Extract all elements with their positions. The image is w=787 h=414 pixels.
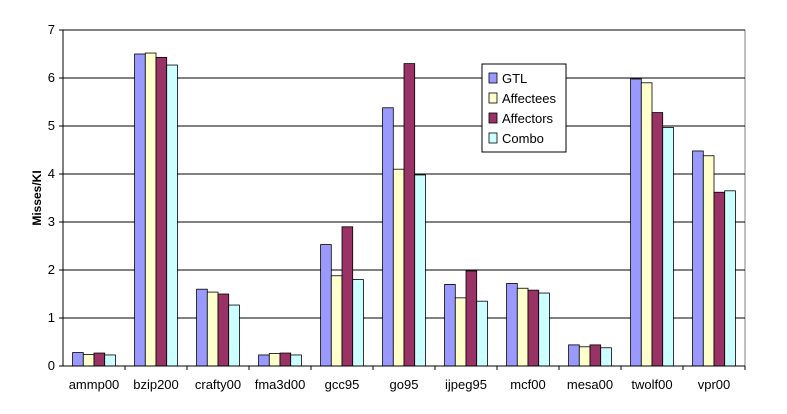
bar-combo-ijpeg95 xyxy=(476,300,488,367)
bar-affectees-crafty00 xyxy=(206,291,219,367)
bar-combo-bzip200 xyxy=(166,64,178,367)
bar-affectors-go95 xyxy=(403,63,416,367)
bar-gtl-go95 xyxy=(382,107,394,367)
bar-affectees-vpr00 xyxy=(702,155,715,367)
bar-combo-twolf00 xyxy=(662,127,674,367)
x-tick-label: ammp00 xyxy=(69,377,120,392)
bar-affectees-bzip200 xyxy=(144,52,157,367)
x-axis-tick-labels: ammp00 bzip200 crafty00 fma3d00 gcc95 go95 ijp… xyxy=(69,366,746,392)
x-tick-label: crafty00 xyxy=(195,377,241,392)
legend-label-gtl: GTL xyxy=(502,71,527,86)
bar-affectors-bzip200 xyxy=(155,56,168,367)
y-tick-label: 6 xyxy=(48,70,55,85)
bar-combo-gcc95 xyxy=(352,279,364,367)
legend-swatch-affectors xyxy=(488,112,498,124)
bar-affectees-ammp00 xyxy=(82,354,95,367)
bar-gtl-vpr00 xyxy=(692,150,704,367)
y-tick-label: 2 xyxy=(48,262,55,277)
x-tick-label: mcf00 xyxy=(510,377,545,392)
y-tick-label: 4 xyxy=(48,166,55,181)
y-tick-label: 1 xyxy=(48,310,55,325)
bar-combo-go95 xyxy=(414,174,426,367)
bar-gtl-ammp00 xyxy=(72,352,84,367)
y-tick-label: 5 xyxy=(48,118,55,133)
x-tick-label: go95 xyxy=(390,377,419,392)
bar-affectors-ijpeg95 xyxy=(465,270,478,367)
y-axis-tick-labels: 0 1 2 3 4 5 6 7 xyxy=(48,22,63,373)
x-tick-label: mesa00 xyxy=(567,377,613,392)
legend-swatch-combo xyxy=(488,132,498,144)
bar-gtl-ijpeg95 xyxy=(444,283,456,367)
y-axis-title: Misses/KI xyxy=(30,170,44,225)
x-tick-label: fma3d00 xyxy=(255,377,306,392)
bar-combo-mesa00 xyxy=(600,347,612,367)
bar-affectees-gcc95 xyxy=(330,275,343,367)
bar-combo-ammp00 xyxy=(104,354,116,367)
bar-gtl-fma3d00 xyxy=(258,354,270,367)
y-tick-label: 0 xyxy=(48,358,55,373)
bar-affectors-mesa00 xyxy=(589,344,602,367)
bar-combo-mcf00 xyxy=(538,292,550,367)
bar-gtl-bzip200 xyxy=(134,53,146,367)
bar-affectors-crafty00 xyxy=(217,293,230,367)
bar-affectees-fma3d00 xyxy=(268,353,281,367)
bar-affectees-mesa00 xyxy=(578,346,591,367)
bar-affectors-vpr00 xyxy=(713,191,726,367)
legend-swatch-gtl xyxy=(488,72,498,84)
bar-gtl-twolf00 xyxy=(630,78,642,367)
bar-gtl-mcf00 xyxy=(506,283,518,367)
bar-affectees-go95 xyxy=(392,168,405,367)
x-tick-label: gcc95 xyxy=(325,377,360,392)
legend: GTL Affectees Affectors Combo xyxy=(481,63,567,153)
y-tick-label: 7 xyxy=(48,22,55,37)
bar-affectors-gcc95 xyxy=(341,226,354,367)
legend-swatch-affectees xyxy=(488,92,498,104)
bar-combo-vpr00 xyxy=(724,190,736,367)
legend-label-affectors: Affectors xyxy=(502,111,554,126)
legend-label-affectees: Affectees xyxy=(502,91,556,106)
bar-affectors-ammp00 xyxy=(93,352,106,367)
x-tick-label: bzip200 xyxy=(133,377,179,392)
bar-combo-crafty00 xyxy=(228,304,240,367)
x-tick-label: vpr00 xyxy=(698,377,731,392)
bar-gtl-mesa00 xyxy=(568,344,580,367)
x-tick-label: ijpeg95 xyxy=(445,377,487,392)
y-tick-label: 3 xyxy=(48,214,55,229)
x-tick-label: twolf00 xyxy=(631,377,672,392)
bar-affectors-twolf00 xyxy=(651,112,664,367)
bar-affectees-ijpeg95 xyxy=(454,297,467,367)
bars xyxy=(72,52,736,367)
bar-affectees-mcf00 xyxy=(516,287,529,367)
bar-combo-fma3d00 xyxy=(290,354,302,367)
bar-affectors-mcf00 xyxy=(527,289,540,367)
bar-gtl-gcc95 xyxy=(320,244,332,367)
bar-affectees-twolf00 xyxy=(640,82,653,367)
legend-label-combo: Combo xyxy=(502,131,544,146)
bar-gtl-crafty00 xyxy=(196,288,208,367)
bar-affectors-fma3d00 xyxy=(279,352,292,367)
